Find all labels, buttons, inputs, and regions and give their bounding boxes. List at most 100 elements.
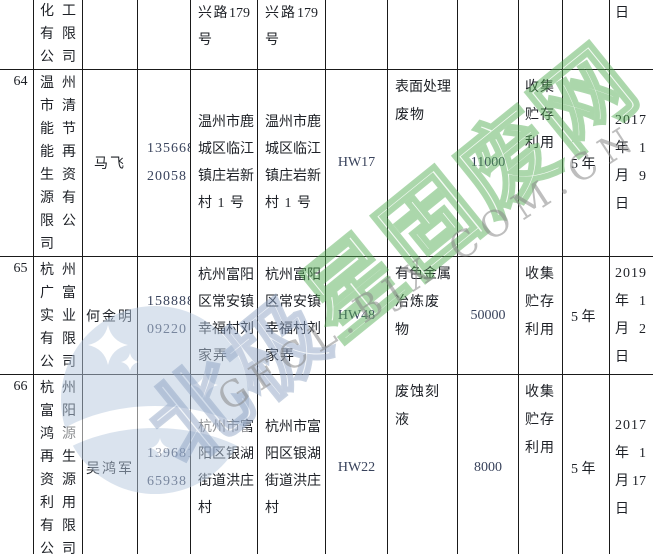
cell-phone (137, 0, 191, 70)
cell-hw_code: HW48 (325, 256, 388, 375)
address2-segment: 鹿 (307, 115, 321, 130)
table-row: 66 杭州富阳鸿源再生资源利用有限公司吴鸿军 139681 65938 杭州市富阳区银湖… (0, 374, 653, 554)
address2-line: 家弄 (265, 348, 295, 364)
quantity-value: 11000 (470, 155, 506, 170)
address1-segment: 幸 (198, 321, 212, 337)
cell-method: 收集 贮存 利用 (518, 69, 563, 257)
company-segment: 能 (40, 122, 54, 137)
company-segment: 资 (62, 168, 76, 183)
address2-segment: 庄 (279, 169, 293, 184)
method-line: 贮存 (525, 108, 555, 123)
date-line: 2017 (615, 113, 647, 128)
waste_type-segment: 属 (437, 267, 451, 282)
address2-segment: 富 (307, 420, 321, 435)
address1-segment: 州 (212, 267, 226, 283)
index-value: 66 (13, 379, 28, 394)
address2-segment: 州 (279, 267, 293, 283)
address1-segment: 福 (212, 321, 226, 337)
table-row: 64 温州市清能节能再生资源有限公司马飞 135668 20058 温州市鹿城区临江镇庄… (0, 69, 653, 257)
company-segment: 州 (62, 381, 76, 396)
company-segment: 生 (40, 168, 54, 183)
address2-segment: 幸 (265, 321, 279, 337)
cell-quantity: 11000 (457, 69, 519, 257)
address2-segment: 路 (281, 6, 295, 21)
address2-segment: 区 (279, 447, 293, 462)
address2-line: 号 (265, 33, 280, 48)
phone-line: 135668 (147, 141, 191, 156)
address2-segment: 阳 (265, 447, 279, 462)
date-line: 日 (615, 6, 630, 21)
date-segment: 月 (615, 321, 629, 337)
address2-segment: 安 (293, 294, 307, 310)
company-segment: 限 (62, 519, 76, 534)
cell-hw_code: HW22 (325, 374, 388, 554)
address1-segment: 市 (226, 115, 240, 130)
company-segment: 州 (62, 76, 76, 91)
phone-line: 20058 (147, 169, 187, 184)
company-segment: 限 (62, 27, 76, 42)
address2-segment: 市 (293, 420, 307, 435)
company-segment: 温 (40, 76, 54, 91)
waste_type-segment: 色 (409, 267, 423, 282)
cell-address1: 杭州市富阳区银湖街道洪庄村 (190, 374, 258, 554)
address2-segment: 州 (279, 115, 293, 130)
contact-value: 吴鸿军 (86, 462, 134, 477)
method-line: 利用 (525, 441, 555, 456)
company-segment: 司 (62, 355, 76, 370)
address1-segment: 阳 (198, 447, 212, 462)
address2-segment: 村 (293, 321, 307, 337)
date-segment: 17 (632, 474, 646, 489)
company-segment: 业 (62, 309, 76, 324)
company-segment: 富 (40, 404, 54, 419)
company-segment: 工 (62, 4, 76, 19)
company-segment: 限 (62, 332, 76, 347)
address1-segment: 鹿 (240, 115, 254, 130)
method-line: 利用 (525, 323, 555, 338)
company-segment: 源 (62, 473, 76, 488)
address2-segment: 江 (307, 142, 321, 157)
contact-value: 马飞 (94, 157, 126, 172)
address2-segment: 福 (279, 321, 293, 337)
address2-segment: 阳 (307, 267, 321, 283)
cell-contact: 马飞 (82, 69, 138, 257)
company-segment: 公 (62, 214, 76, 229)
address1-segment: 镇 (198, 169, 212, 184)
address1-line: 村 (198, 501, 213, 516)
date-segment: 1 (639, 141, 646, 156)
date-line: 日 (615, 349, 630, 365)
cell-company: 化工有限公司 (33, 0, 83, 70)
address1-segment: 杭 (198, 267, 212, 283)
cell-quantity (457, 0, 519, 70)
address2-segment: 富 (293, 267, 307, 283)
cell-address2: 杭州富阳区常安镇幸福村刘家弄 (257, 256, 326, 375)
address2-segment: 镇 (265, 169, 279, 184)
date-segment: 1 (639, 293, 646, 309)
cell-duration: 5 年 (562, 374, 610, 554)
address1-segment: 银 (226, 447, 240, 462)
address1-segment: 温 (198, 115, 212, 130)
cell-contact (82, 0, 138, 70)
company-segment: 司 (62, 542, 76, 554)
address2-line: 村 1 号 (265, 196, 312, 211)
company-segment: 能 (40, 145, 54, 160)
duration-value: 5 年 (571, 157, 596, 172)
address1-segment: 临 (226, 142, 240, 157)
method-line: 收集 (525, 80, 555, 95)
address1-segment: 路 (213, 6, 228, 21)
cell-date: 2019 年 1 月 2 日 (609, 256, 653, 375)
address1-segment: 阳 (240, 267, 254, 283)
cell-address1: 温州市鹿城区临江镇庄岩新村 1 号 (190, 69, 258, 257)
address1-segment: 村 (226, 321, 240, 337)
date-segment: 年 (615, 141, 629, 156)
company-segment: 鸿 (40, 427, 54, 442)
cell-phone: 158888 09220 (137, 256, 191, 375)
address2-segment: 镇 (307, 294, 321, 310)
address1-segment: 179 (229, 6, 250, 21)
cell-contact: 何金明 (82, 256, 138, 375)
cell-phone: 135668 20058 (137, 69, 191, 257)
company-segment: 有 (40, 519, 54, 534)
address1-segment: 镇 (240, 294, 254, 310)
address1-segment: 道 (212, 474, 226, 489)
